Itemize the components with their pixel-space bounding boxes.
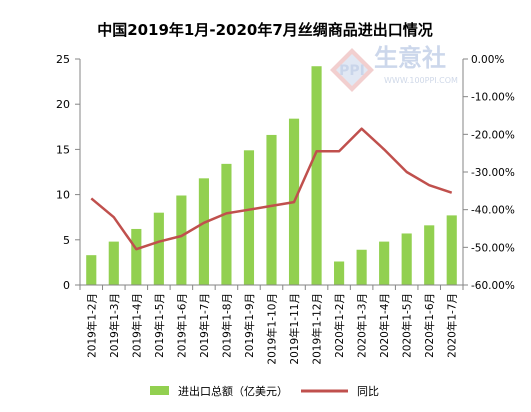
left-tick-label-3: 15 bbox=[56, 143, 70, 156]
bar-4 bbox=[153, 212, 164, 285]
yoy-line-layer bbox=[90, 127, 453, 251]
right-tick-label-4: -40.00% bbox=[471, 205, 515, 217]
bar-17 bbox=[446, 215, 457, 285]
legend-bar-swatch bbox=[150, 386, 169, 395]
right-tick-label-1: -10.00% bbox=[471, 92, 515, 104]
bar-11 bbox=[311, 66, 322, 286]
legend-bar-label: 进出口总额（亿美元） bbox=[178, 384, 288, 398]
right-tick-label-0: 0.00% bbox=[471, 54, 504, 66]
category-label-6: 2019年1-7月 bbox=[198, 293, 211, 358]
right-tick-label-6: -60.00% bbox=[471, 280, 515, 292]
watermark-url: WWW.100PPI.COM bbox=[384, 76, 458, 85]
category-labels: 2019年1-2月 2019年1-3月 2019年1-4月 2019年1-5月 2019… bbox=[79, 285, 464, 365]
legend-line-label: 同比 bbox=[357, 385, 379, 398]
category-label-7: 2019年1-8月 bbox=[220, 293, 233, 358]
category-label-10: 2019年1-11月 bbox=[288, 293, 301, 365]
category-label-1: 2019年1-2月 bbox=[85, 293, 98, 358]
category-label-11: 2019年1-12月 bbox=[311, 293, 324, 365]
left-tick-label-0: 0 bbox=[63, 279, 70, 292]
bar-13 bbox=[356, 249, 367, 285]
right-tick-label-3: -30.00% bbox=[471, 167, 515, 179]
left-tick-label-4: 20 bbox=[56, 98, 70, 111]
category-label-2: 2019年1-3月 bbox=[108, 293, 121, 358]
bar-14 bbox=[379, 241, 390, 285]
ppi-logo-text: PPI bbox=[339, 63, 365, 79]
left-tick-label-2: 10 bbox=[56, 189, 70, 202]
right-tick-labels: 0.00% -10.00% -20.00% -30.00% -40.00% -50.00%… bbox=[463, 54, 515, 292]
category-label-16: 2020年1-6月 bbox=[423, 293, 436, 358]
bar-3 bbox=[131, 228, 142, 285]
watermark: PPI 生意社 WWW.100PPI.COM bbox=[330, 44, 458, 92]
bar-1 bbox=[86, 255, 97, 285]
bar-7 bbox=[221, 163, 232, 285]
category-label-15: 2020年1-5月 bbox=[401, 293, 414, 358]
bar-6 bbox=[198, 178, 209, 285]
left-tick-label-5: 25 bbox=[56, 53, 70, 66]
bar-8 bbox=[243, 150, 255, 285]
bar-2 bbox=[108, 241, 119, 285]
bar-12 bbox=[334, 261, 345, 285]
category-label-12: 2020年1-2月 bbox=[333, 293, 346, 358]
category-label-8: 2019年1-9月 bbox=[243, 293, 256, 358]
bar-9 bbox=[266, 134, 277, 285]
right-tick-label-5: -50.00% bbox=[471, 242, 515, 254]
category-label-17: 2020年1-7月 bbox=[446, 293, 459, 358]
category-label-13: 2020年1-3月 bbox=[356, 293, 369, 358]
watermark-brand: 生意社 bbox=[374, 44, 446, 72]
bar-15 bbox=[401, 233, 412, 285]
ppi-logo-icon: PPI bbox=[330, 48, 374, 92]
category-label-9: 2019年1-10月 bbox=[266, 293, 279, 365]
category-label-4: 2019年1-5月 bbox=[153, 293, 166, 358]
category-label-14: 2020年1-4月 bbox=[378, 293, 391, 358]
category-label-5: 2019年1-6月 bbox=[175, 293, 188, 358]
bar-5 bbox=[176, 195, 187, 285]
bar-16 bbox=[424, 225, 435, 285]
left-tick-label-1: 5 bbox=[63, 234, 70, 247]
legend: 进出口总额（亿美元） 同比 bbox=[150, 384, 379, 398]
bars bbox=[86, 66, 457, 286]
left-tick-labels: 0 5 10 15 20 25 bbox=[56, 53, 80, 292]
chart-title: 中国2019年1月-2020年7月丝绸商品进出口情况 bbox=[97, 21, 433, 39]
category-label-3: 2019年1-4月 bbox=[130, 293, 143, 358]
right-tick-label-2: -20.00% bbox=[471, 129, 515, 141]
